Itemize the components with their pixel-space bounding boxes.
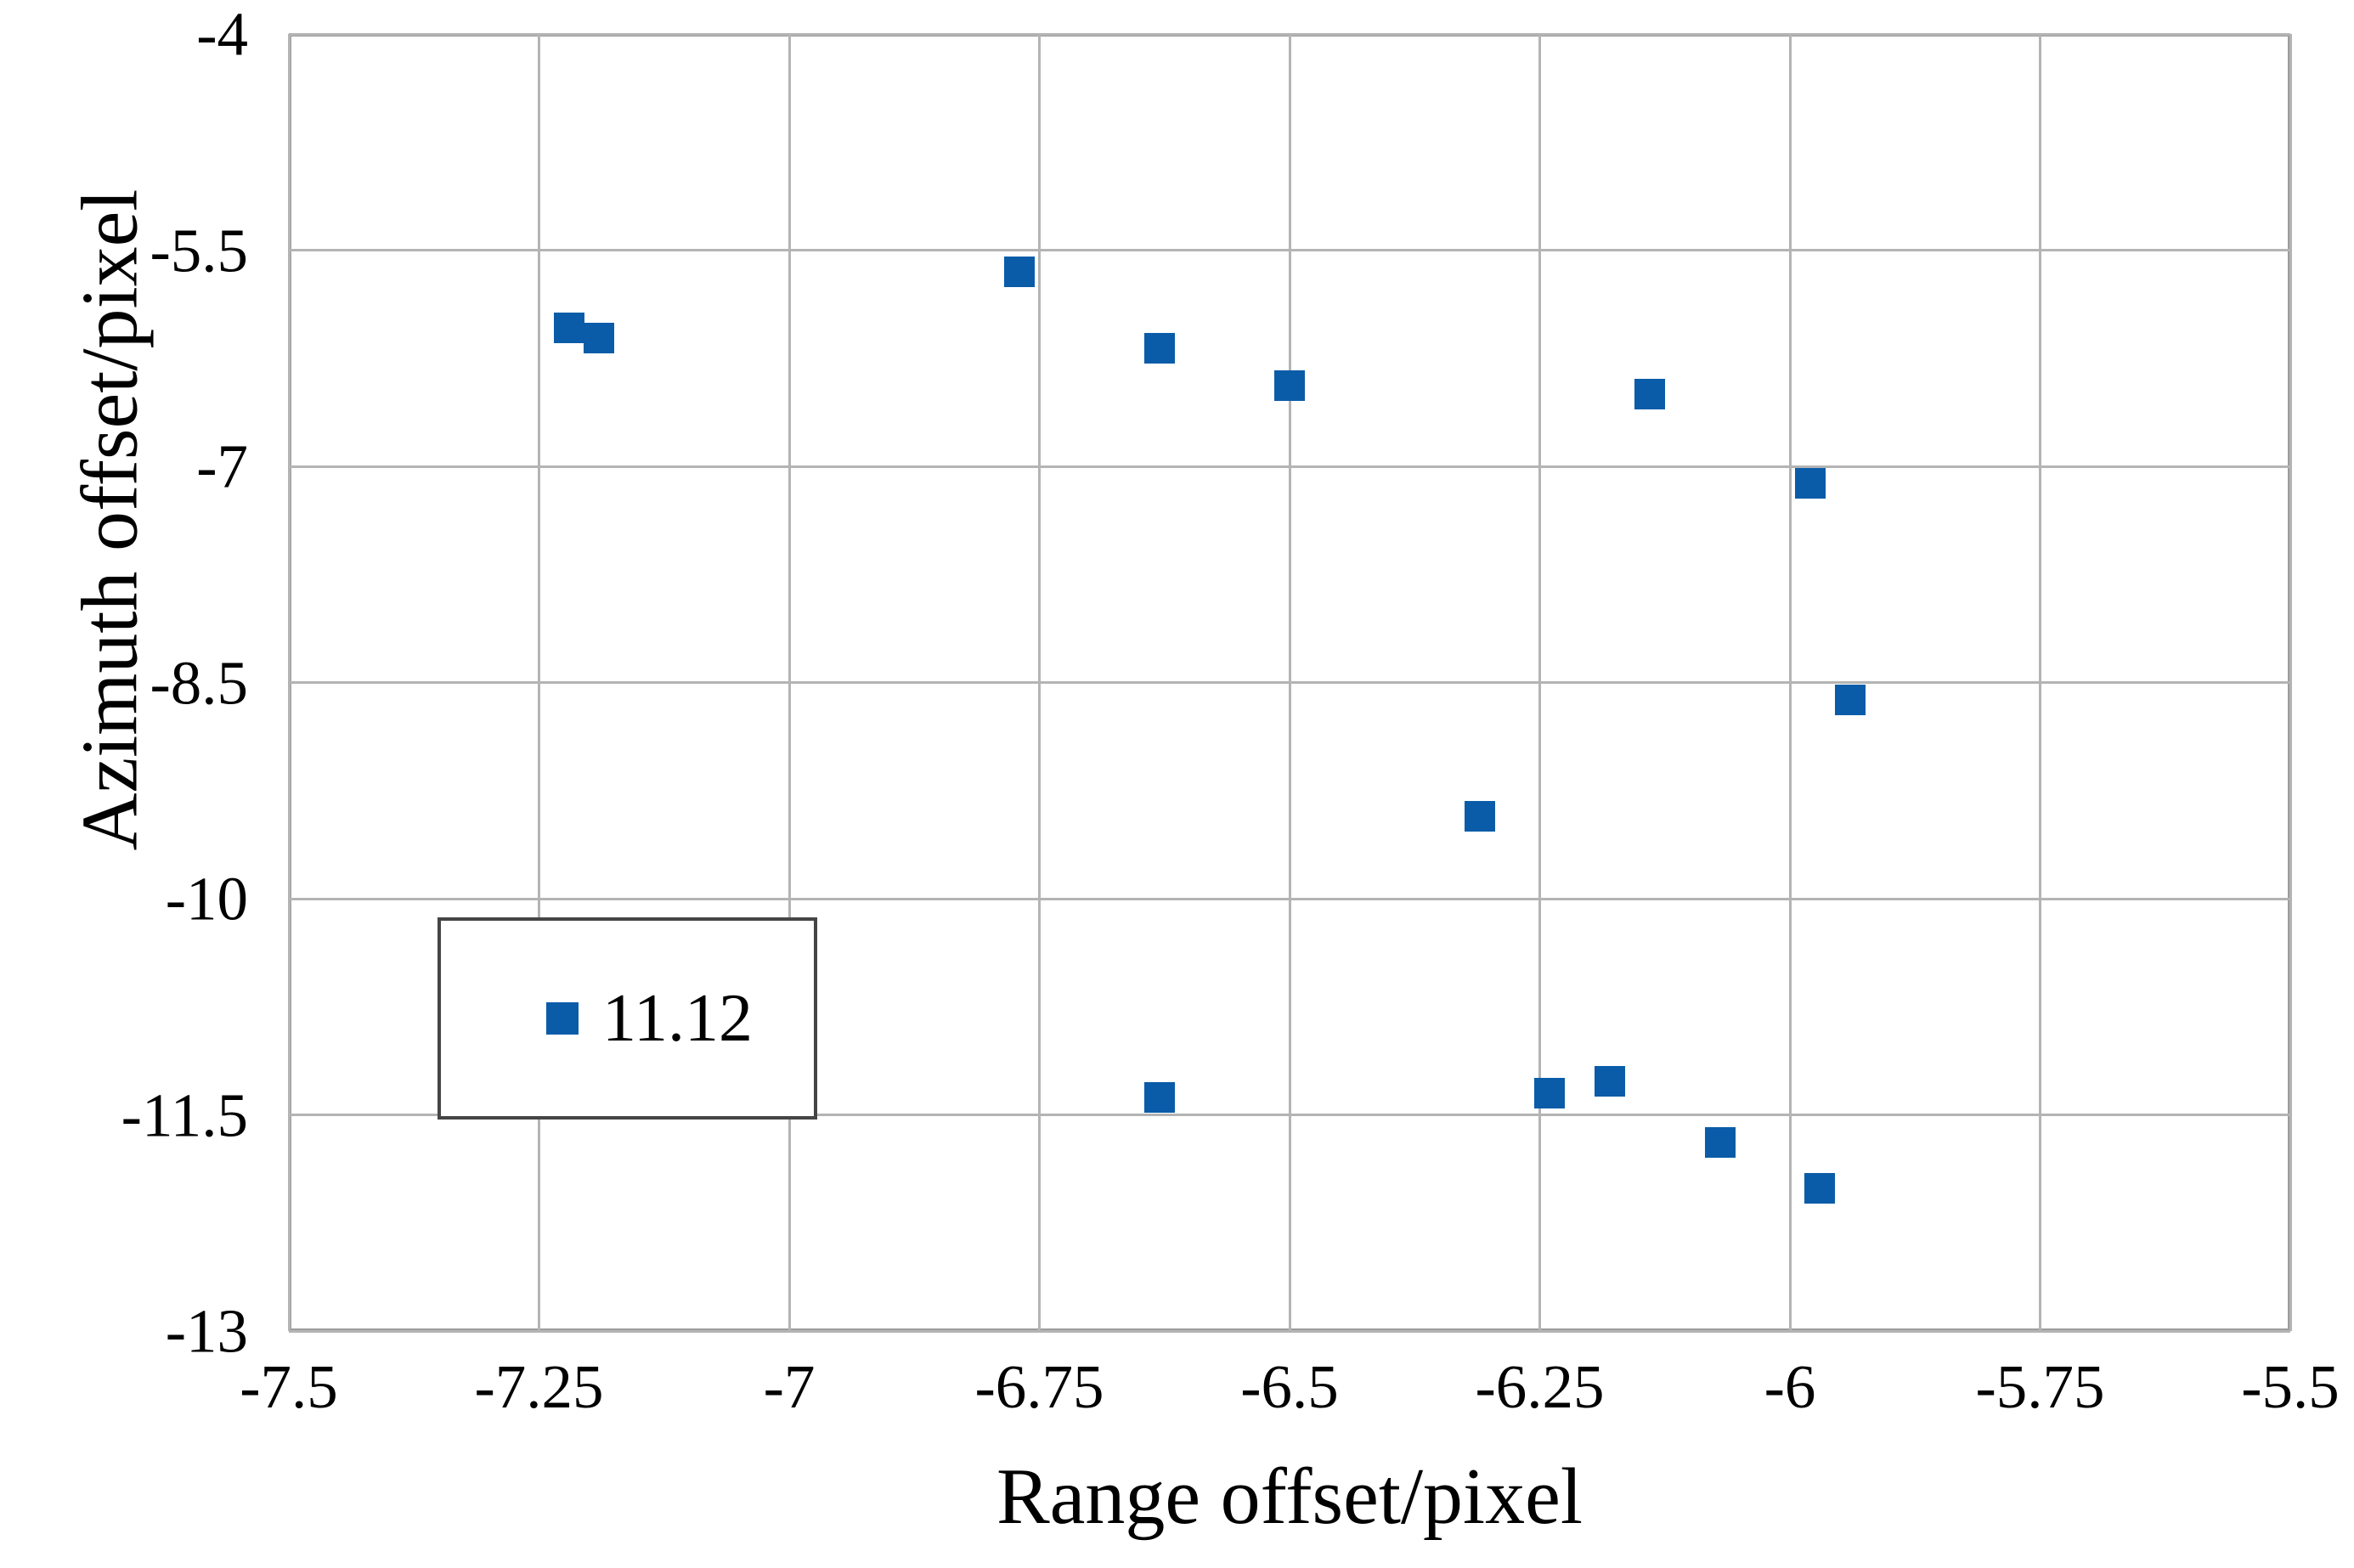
scatter-point: [1534, 1078, 1566, 1109]
scatter-point: [1274, 369, 1305, 401]
gridline-horizontal: [289, 897, 2290, 900]
scatter-point: [1143, 1082, 1175, 1114]
y-tick-label: -11.5: [121, 1080, 248, 1149]
gridline-horizontal: [289, 681, 2290, 684]
scatter-point: [1143, 332, 1175, 364]
y-tick-label: -8.5: [150, 648, 248, 717]
scatter-point: [1464, 801, 1495, 832]
gridline-horizontal: [289, 32, 2290, 36]
x-tick-label: -6.25: [1475, 1352, 1605, 1421]
legend-square-marker-icon: [546, 1002, 579, 1035]
x-tick-label: -7.25: [474, 1352, 604, 1421]
x-tick-label: -7: [763, 1352, 816, 1421]
scatter-point: [1634, 379, 1666, 410]
scatter-point: [553, 313, 584, 344]
y-axis-title: Azimuth offset/pixel: [65, 189, 155, 851]
y-tick-label: -4: [196, 0, 248, 69]
x-tick-label: -5.75: [1975, 1352, 2105, 1421]
x-tick-label: -6: [1764, 1352, 1816, 1421]
scatter-point: [1003, 256, 1035, 287]
x-tick-label: -7.5: [240, 1352, 338, 1421]
scatter-point: [1794, 468, 1826, 499]
scatter-point: [1804, 1173, 1836, 1204]
y-tick-label: -7: [196, 431, 248, 501]
gridline-horizontal: [289, 465, 2290, 468]
scatter-point: [1594, 1066, 1625, 1097]
x-tick-label: -6.5: [1240, 1352, 1339, 1421]
y-tick-label: -5.5: [150, 216, 248, 285]
x-tick-label: -6.75: [974, 1352, 1104, 1421]
scatter-point: [1834, 684, 1866, 715]
gridline-horizontal: [289, 1329, 2290, 1333]
gridline-vertical: [2289, 34, 2292, 1331]
legend-series-label: 11.12: [602, 981, 754, 1056]
y-tick-label: -13: [165, 1296, 248, 1366]
y-tick-label: -10: [165, 864, 248, 933]
x-tick-label: -5.5: [2241, 1352, 2340, 1421]
gridline-horizontal: [289, 249, 2290, 251]
gridline-horizontal: [289, 1114, 2290, 1116]
scatter-point: [584, 322, 615, 353]
legend: 11.12: [437, 917, 817, 1120]
x-axis-title: Range offset/pixel: [996, 1452, 1583, 1541]
scatter-point: [1704, 1126, 1736, 1158]
